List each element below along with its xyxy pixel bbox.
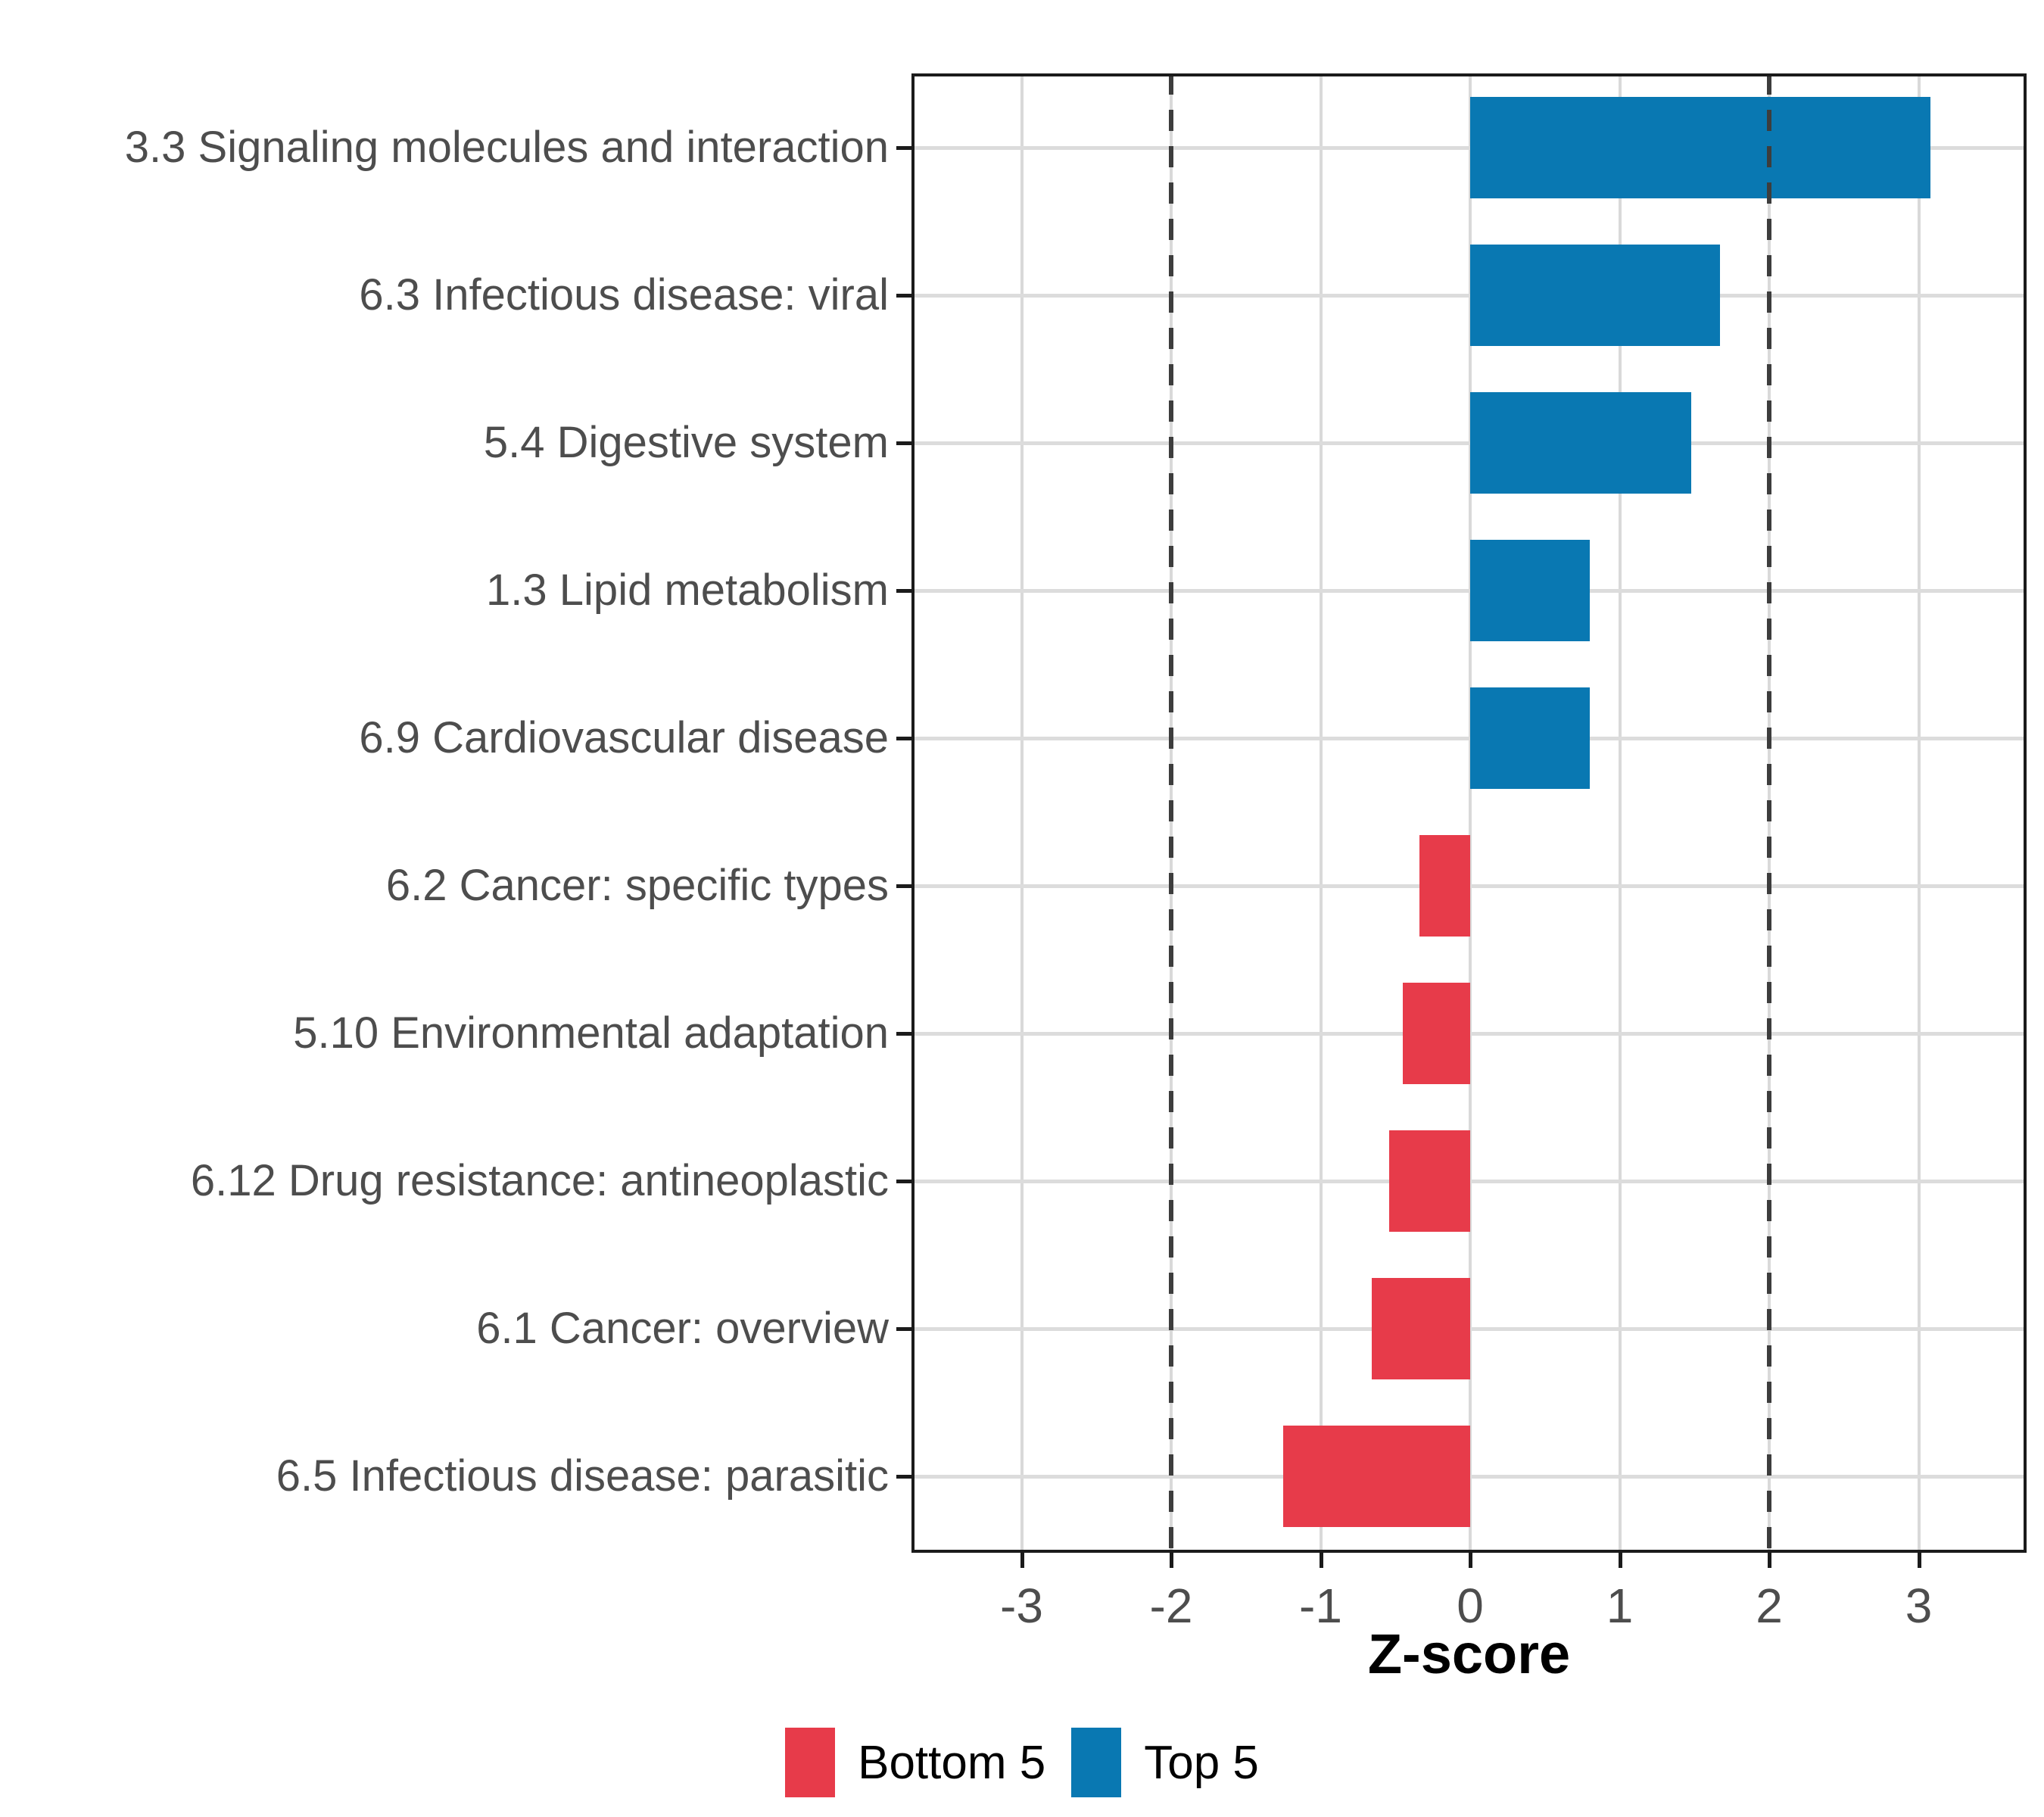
y-gridline (911, 293, 2027, 298)
x-axis-tick (1768, 1553, 1771, 1568)
plot-panel (911, 73, 2027, 1553)
category-label: 5.4 Digestive system (483, 417, 889, 467)
bar-bottom5 (1371, 1277, 1470, 1379)
bar-top5 (1470, 391, 1692, 494)
x-tick-label: -3 (1000, 1579, 1043, 1633)
x-gridline (1469, 73, 1472, 1553)
x-axis-tick (1020, 1553, 1024, 1568)
bar-bottom5 (1419, 834, 1470, 937)
y-gridline (911, 145, 2027, 150)
category-label: 3.3 Signaling molecules and interaction (124, 122, 889, 172)
x-gridline (1020, 73, 1024, 1553)
y-gridline (911, 736, 2027, 740)
y-axis-tick (896, 736, 911, 740)
legend-swatch-bottom5 (785, 1728, 836, 1797)
legend-label-top5: Top 5 (1144, 1736, 1259, 1789)
bar-bottom5 (1283, 1425, 1470, 1527)
y-axis-tick (896, 1474, 911, 1479)
x-axis-tick (1917, 1553, 1921, 1568)
y-axis-tick (896, 588, 911, 593)
category-label: 5.10 Environmental adaptation (293, 1008, 889, 1058)
y-gridline (911, 441, 2027, 445)
bar-top5 (1470, 687, 1590, 789)
legend-item-top5: Top 5 (1071, 1728, 1259, 1797)
x-axis-tick (1170, 1553, 1173, 1568)
reference-line-dashed (1767, 73, 1771, 1553)
y-gridline (911, 588, 2027, 593)
legend-label-bottom5: Bottom 5 (858, 1736, 1046, 1789)
category-label: 6.3 Infectious disease: viral (359, 270, 889, 319)
y-axis-tick (896, 884, 911, 888)
x-tick-label: 0 (1457, 1579, 1484, 1633)
legend: Bottom 5 Top 5 (0, 1728, 2044, 1797)
legend-item-bottom5: Bottom 5 (785, 1728, 1045, 1797)
y-axis-tick (896, 1031, 911, 1036)
y-axis-tick (896, 1326, 911, 1331)
bar-top5 (1470, 244, 1720, 346)
x-gridline (1618, 73, 1622, 1553)
y-axis-tick (896, 1179, 911, 1183)
x-axis-tick (1319, 1553, 1323, 1568)
bar-top5 (1470, 539, 1590, 641)
x-tick-label: 3 (1905, 1579, 1933, 1633)
category-label: 1.3 Lipid metabolism (486, 565, 889, 615)
reference-line-dashed (1169, 73, 1173, 1553)
category-label: 6.5 Infectious disease: parasitic (276, 1451, 889, 1501)
x-tick-label: 1 (1606, 1579, 1634, 1633)
x-gridline (1319, 73, 1323, 1553)
bar-bottom5 (1389, 1130, 1470, 1232)
y-axis-tick (896, 145, 911, 150)
category-label: 6.2 Cancer: specific types (385, 860, 889, 910)
bar-top5 (1470, 96, 1931, 198)
x-axis-tick (1618, 1553, 1622, 1568)
legend-swatch-top5 (1071, 1728, 1122, 1797)
category-label: 6.9 Cardiovascular disease (359, 712, 889, 762)
x-gridline (1917, 73, 1921, 1553)
y-axis-tick (896, 293, 911, 298)
x-axis-title: Z-score (1367, 1622, 1571, 1685)
x-tick-label: -1 (1299, 1579, 1342, 1633)
y-axis-tick (896, 441, 911, 445)
x-tick-label: -2 (1149, 1579, 1193, 1633)
x-axis-tick (1469, 1553, 1472, 1568)
category-label: 6.1 Cancer: overview (476, 1303, 889, 1353)
bar-bottom5 (1403, 982, 1470, 1084)
x-tick-label: 2 (1756, 1579, 1783, 1633)
category-label: 6.12 Drug resistance: antineoplastic (190, 1155, 889, 1205)
